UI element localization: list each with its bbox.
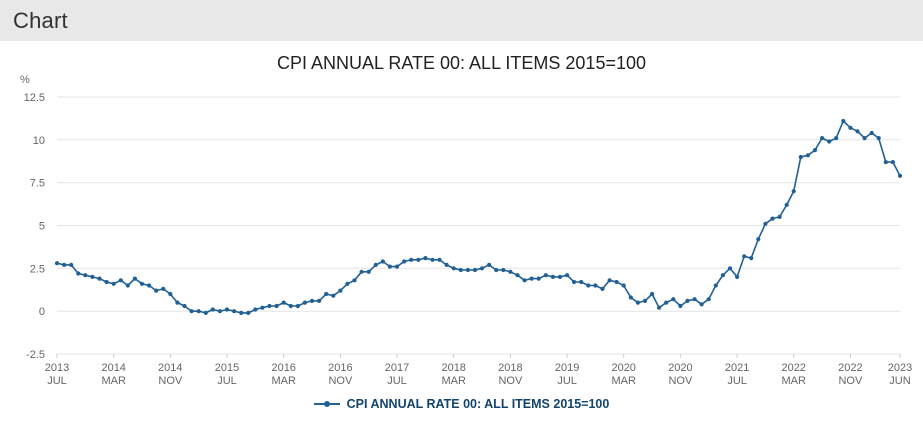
svg-text:12.5: 12.5 [24,92,45,104]
svg-text:-2.5: -2.5 [26,349,45,361]
svg-text:2016: 2016 [271,362,295,374]
svg-text:MAR: MAR [101,375,126,387]
svg-text:2014: 2014 [101,362,125,374]
chart-title: CPI ANNUAL RATE 00: ALL ITEMS 2015=100 [276,53,647,73]
svg-text:NOV: NOV [668,375,693,387]
svg-text:2018: 2018 [441,362,465,374]
line-chart-plot: -2.502.557.51012.5%2013JUL2014MAR2014NOV… [20,74,912,387]
chart-card: CPI ANNUAL RATE 00: ALL ITEMS 2015=100 -… [0,41,923,431]
chart-section-header: Chart [0,0,923,41]
svg-text:2023: 2023 [888,362,912,374]
svg-text:2014: 2014 [158,362,182,374]
svg-text:2022: 2022 [781,362,805,374]
svg-text:NOV: NOV [328,375,353,387]
svg-text:MAR: MAR [271,375,296,387]
legend-line-marker-icon [313,401,340,407]
svg-text:NOV: NOV [838,375,863,387]
svg-text:2022: 2022 [838,362,862,374]
svg-text:NOV: NOV [158,375,183,387]
svg-text:2020: 2020 [611,362,635,374]
svg-text:2019: 2019 [555,362,579,374]
svg-text:JUL: JUL [557,375,577,387]
svg-text:2013: 2013 [45,362,69,374]
svg-text:MAR: MAR [611,375,636,387]
svg-text:2017: 2017 [385,362,409,374]
svg-text:2021: 2021 [725,362,749,374]
svg-text:JUL: JUL [47,375,67,387]
svg-text:10: 10 [33,135,45,147]
svg-text:JUL: JUL [217,375,237,387]
svg-text:2015: 2015 [215,362,239,374]
section-title: Chart [13,7,68,33]
chart-legend[interactable]: CPI ANNUAL RATE 00: ALL ITEMS 2015=100 [0,397,923,411]
svg-text:5: 5 [39,221,45,233]
svg-text:NOV: NOV [498,375,523,387]
svg-text:MAR: MAR [781,375,806,387]
svg-text:2.5: 2.5 [30,263,45,275]
svg-text:0: 0 [39,306,45,318]
svg-text:JUL: JUL [387,375,407,387]
svg-text:JUL: JUL [727,375,747,387]
legend-label: CPI ANNUAL RATE 00: ALL ITEMS 2015=100 [346,397,610,411]
svg-text:MAR: MAR [441,375,466,387]
svg-text:7.5: 7.5 [30,178,45,190]
svg-text:2020: 2020 [668,362,692,374]
svg-text:2018: 2018 [498,362,522,374]
svg-text:%: % [20,74,30,86]
svg-text:JUN: JUN [889,375,910,387]
svg-text:2016: 2016 [328,362,352,374]
